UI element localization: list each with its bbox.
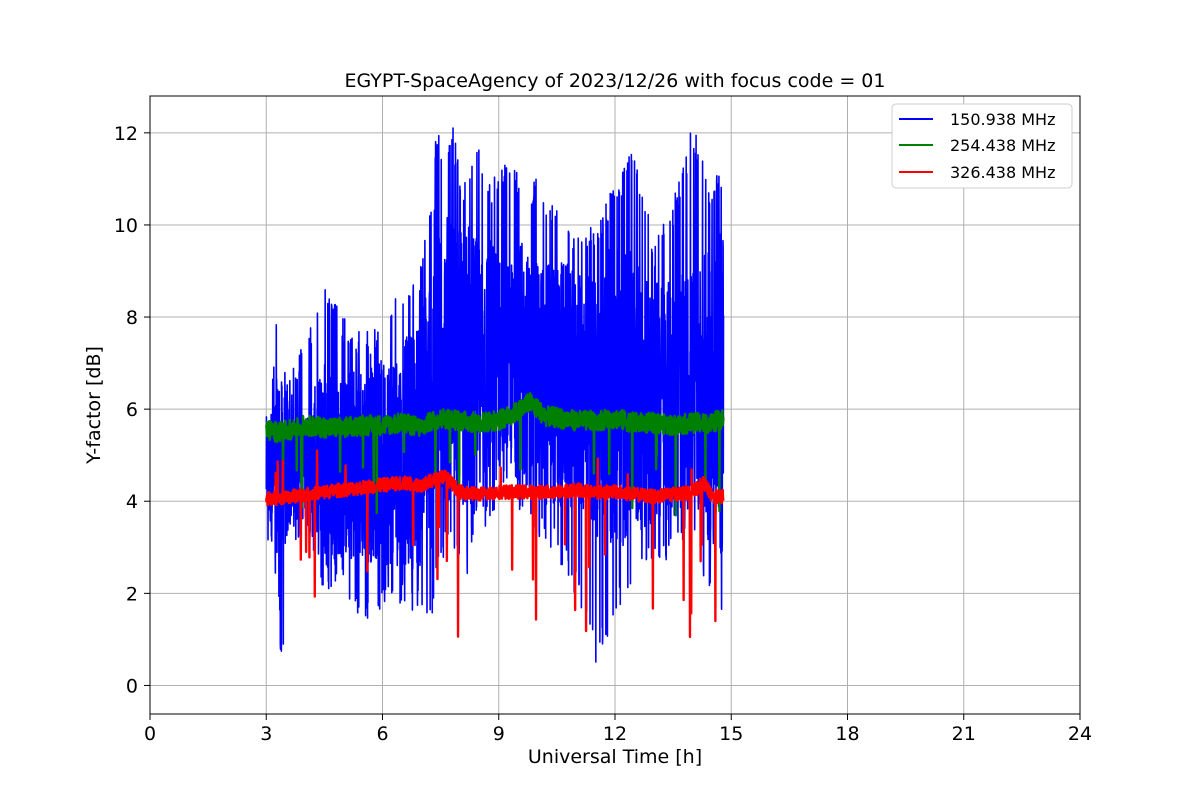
x-tick-label: 18 [835,723,859,745]
legend-box [891,103,1073,189]
x-tick-label: 24 [1068,723,1092,745]
y-tick-label: 4 [126,491,138,513]
x-tick-label: 21 [952,723,976,745]
legend-label-254: 254.438 MHz [950,136,1055,155]
x-axis-label: Universal Time [h] [528,746,702,768]
y-tick-label: 6 [126,399,138,421]
x-tick-label: 15 [719,723,743,745]
legend: 150.938 MHz 254.438 MHz 326.438 MHz [891,103,1073,189]
x-tick-label: 3 [260,723,272,745]
series-254-line [265,391,725,517]
y-tick-label: 8 [126,307,138,329]
series-group [265,127,725,663]
chart-title: EGYPT-SpaceAgency of 2023/12/26 with foc… [345,70,886,92]
x-tick-label: 0 [144,723,156,745]
y-tick-label: 0 [126,675,138,697]
series-326-line [265,449,725,639]
legend-label-150: 150.938 MHz [950,110,1055,129]
legend-label-326: 326.438 MHz [950,163,1055,182]
x-tick-label: 9 [493,723,505,745]
y-tick-label: 2 [126,583,138,605]
x-tick-label: 6 [376,723,388,745]
y-axis-label: Y-factor [dB] [83,346,105,465]
y-tick-label: 10 [114,215,138,237]
y-tick-label: 12 [114,123,138,145]
x-tick-label: 12 [603,723,627,745]
